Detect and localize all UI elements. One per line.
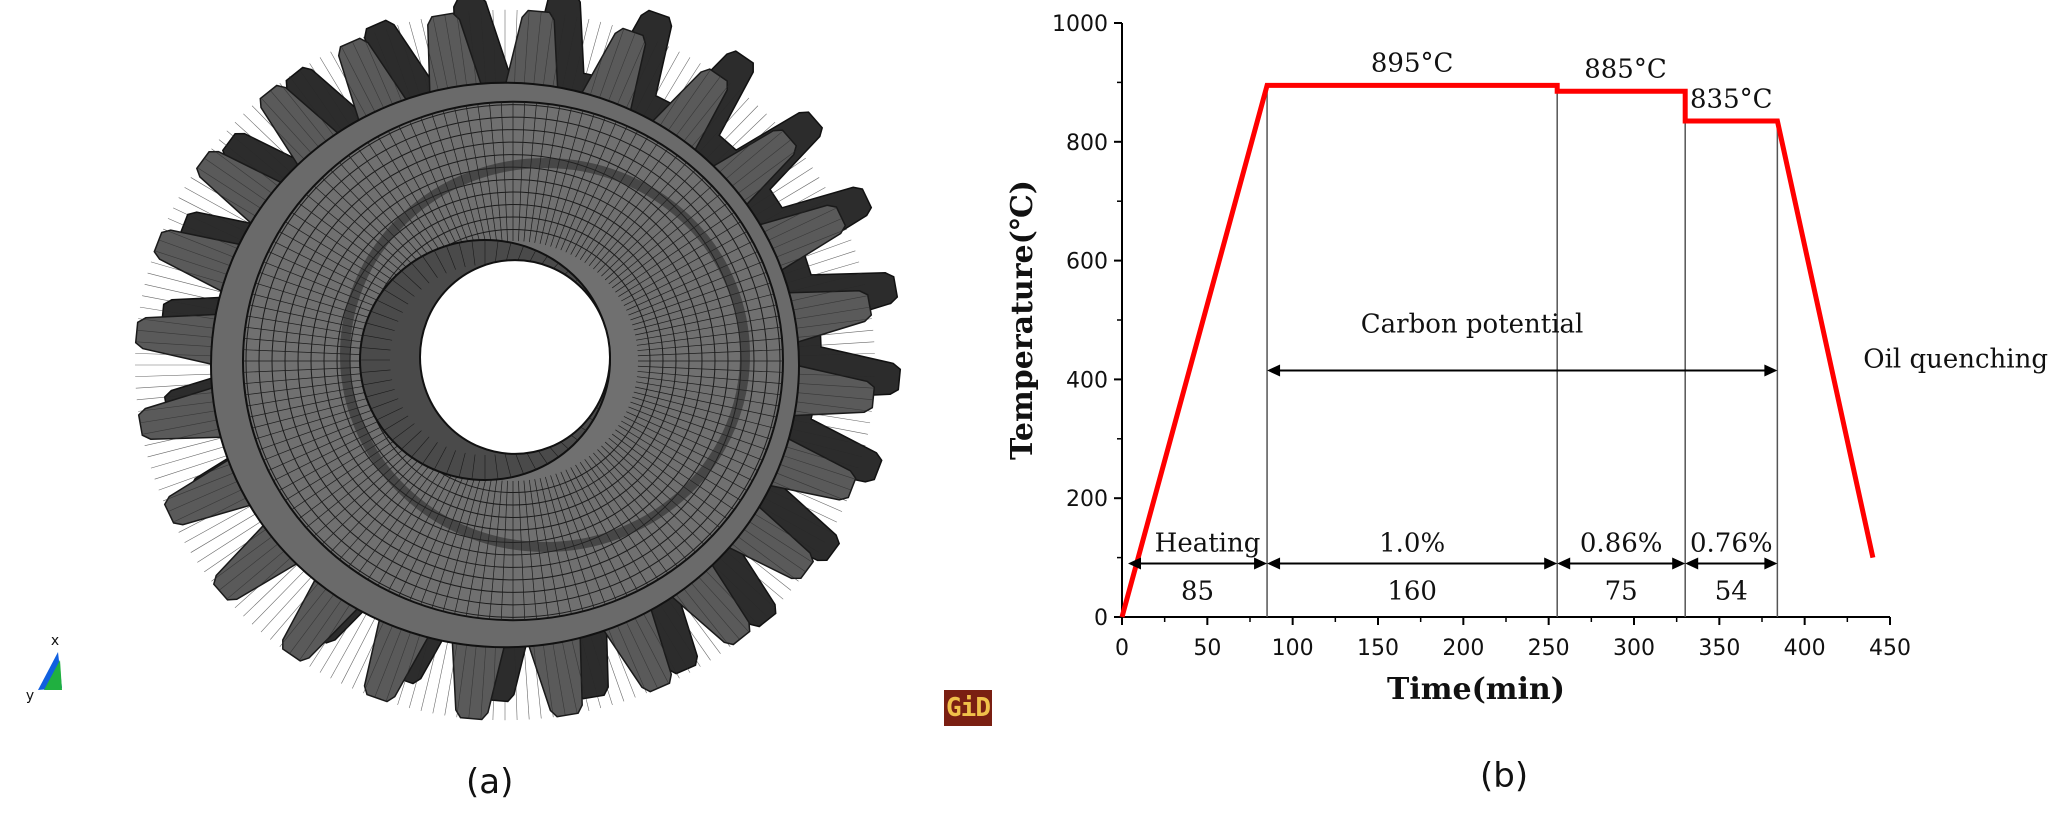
x-tick-label: 300 [1613, 636, 1655, 661]
plateau-temperature-label: 885°C [1584, 55, 1667, 85]
x-axis-label: Time(min) [1387, 672, 1565, 707]
y-tick-label: 1000 [1052, 12, 1108, 37]
y-tick-label: 400 [1066, 368, 1108, 393]
interval-arrow [1267, 557, 1558, 570]
x-tick-label: 100 [1272, 636, 1314, 661]
interval-duration-label: 85 [1181, 577, 1214, 607]
y-tick-label: 0 [1094, 606, 1108, 631]
interval-arrow [1557, 557, 1686, 570]
axis-triad-x: x [51, 633, 59, 649]
interval-duration-label: 160 [1387, 577, 1437, 607]
interval-top-label: Heating [1155, 529, 1261, 559]
x-tick-label: 150 [1357, 636, 1399, 661]
x-tick-label: 400 [1784, 636, 1826, 661]
interval-arrow [1128, 557, 1268, 570]
panel-label-b: (b) [1480, 756, 1529, 796]
gid-logo: GiD [944, 690, 992, 726]
axis-triad-green [44, 660, 62, 690]
x-tick-label: 0 [1115, 636, 1129, 661]
oil-quenching-label: Oil quenching [1863, 345, 2048, 375]
interval-duration-label: 54 [1715, 577, 1748, 607]
interval-arrow [1685, 557, 1778, 570]
interval-top-label: 0.86% [1580, 529, 1663, 559]
panel-label-a: (a) [466, 762, 514, 802]
x-tick-label: 250 [1528, 636, 1570, 661]
interval-top-label: 0.76% [1690, 529, 1773, 559]
x-tick-label: 50 [1193, 636, 1221, 661]
plateau-temperature-label: 835°C [1690, 84, 1773, 114]
gear-mesh-image: xy [26, 0, 902, 721]
y-tick-label: 800 [1066, 131, 1108, 156]
x-tick-label: 450 [1869, 636, 1911, 661]
carbon-potential-label: Carbon potential [1361, 309, 1584, 339]
plateau-temperature-label: 895°C [1371, 49, 1454, 79]
interval-top-label: 1.0% [1379, 529, 1445, 559]
axis-triad-y: y [26, 688, 34, 704]
gear-teeth-mesh [135, 9, 875, 721]
x-tick-label: 350 [1698, 636, 1740, 661]
gear-mesh-radials [243, 101, 783, 621]
x-tick-label: 200 [1442, 636, 1484, 661]
gear-groove [340, 158, 750, 552]
temperature-series-line [1119, 82, 1876, 618]
y-tick-label: 600 [1066, 250, 1108, 275]
interval-duration-label: 75 [1605, 577, 1638, 607]
y-axis-label: Temperature(℃) [1005, 180, 1040, 460]
temperature-chart: 0 50 100 150 200 250 300 350 400 450 0 200 400 600 800… [1005, 12, 2048, 707]
y-tick-label: 200 [1066, 487, 1108, 512]
gear-bore [419, 259, 611, 455]
carbon-potential-arrow [1267, 364, 1778, 377]
